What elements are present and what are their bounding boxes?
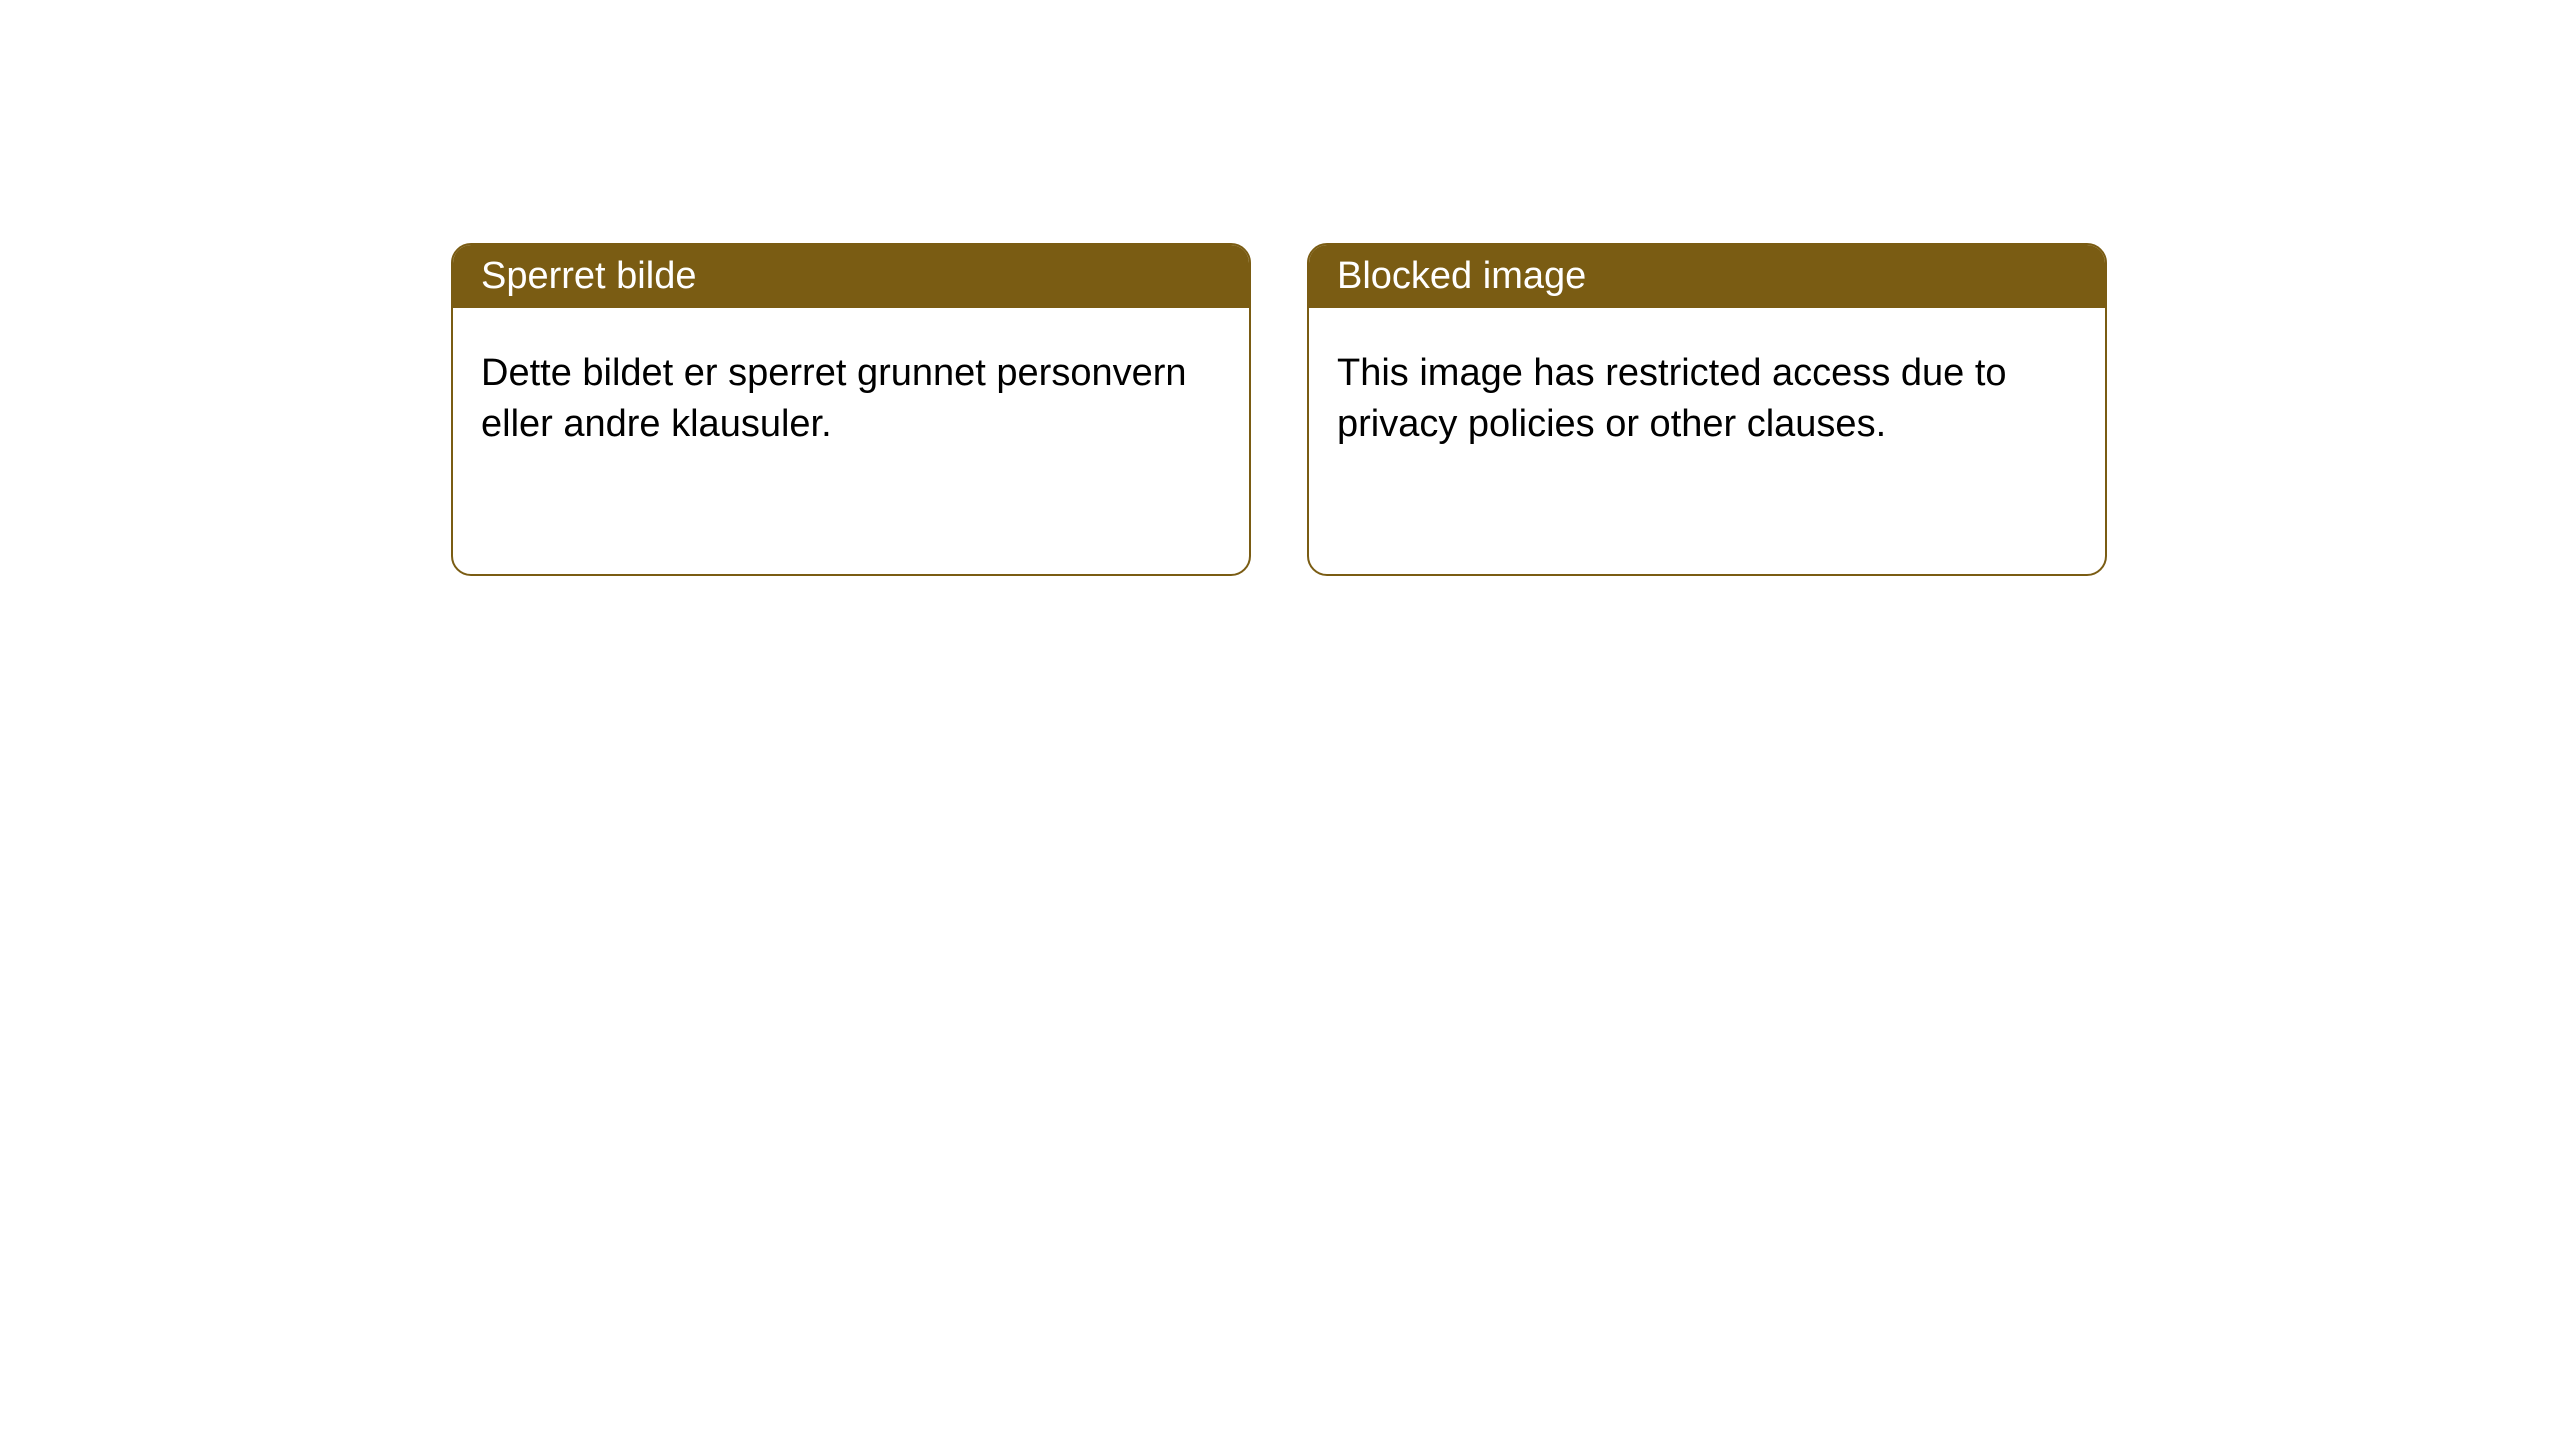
notice-text: Dette bildet er sperret grunnet personve… bbox=[481, 352, 1187, 445]
notice-title: Sperret bilde bbox=[481, 255, 696, 297]
notice-title: Blocked image bbox=[1337, 255, 1586, 297]
notice-card-english: Blocked image This image has restricted … bbox=[1307, 243, 2107, 576]
notice-container: Sperret bilde Dette bildet er sperret gr… bbox=[0, 0, 2560, 576]
notice-header-english: Blocked image bbox=[1309, 245, 2105, 308]
notice-body-english: This image has restricted access due to … bbox=[1309, 308, 2105, 491]
notice-card-norwegian: Sperret bilde Dette bildet er sperret gr… bbox=[451, 243, 1251, 576]
notice-text: This image has restricted access due to … bbox=[1337, 352, 2007, 445]
notice-body-norwegian: Dette bildet er sperret grunnet personve… bbox=[453, 308, 1249, 491]
notice-header-norwegian: Sperret bilde bbox=[453, 245, 1249, 308]
